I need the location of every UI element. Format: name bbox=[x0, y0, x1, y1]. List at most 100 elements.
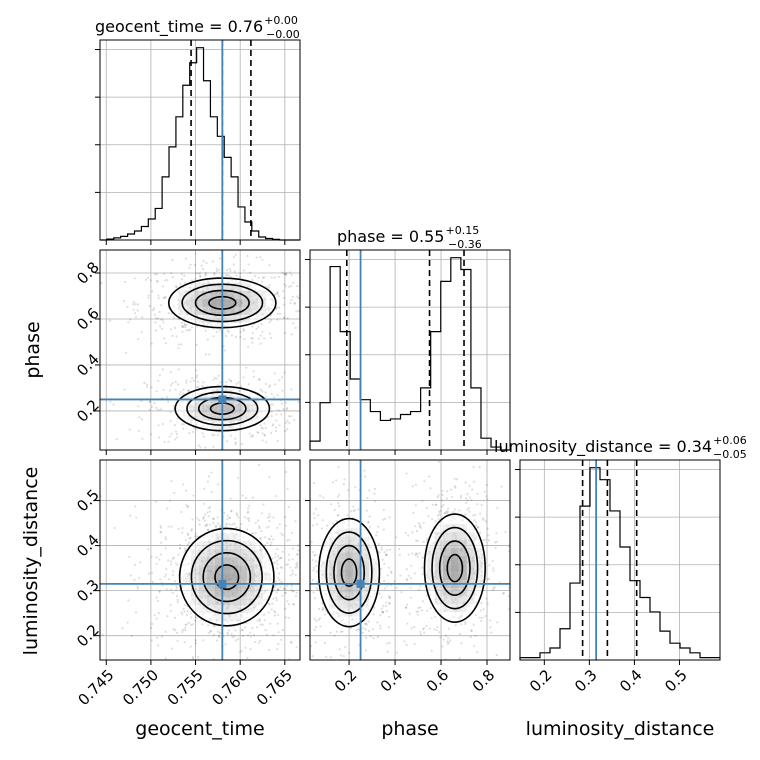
sample-point bbox=[488, 564, 491, 567]
sample-point bbox=[269, 544, 272, 547]
sample-point bbox=[283, 592, 286, 595]
sample-point bbox=[147, 276, 150, 279]
sample-point bbox=[263, 619, 266, 622]
sample-point bbox=[144, 278, 148, 281]
sample-point bbox=[261, 390, 264, 393]
sample-point bbox=[357, 628, 360, 631]
sample-point bbox=[164, 573, 168, 576]
sample-point bbox=[210, 491, 213, 494]
sample-point bbox=[268, 515, 272, 518]
sample-point bbox=[205, 524, 208, 527]
sample-point bbox=[385, 553, 388, 557]
sample-point bbox=[372, 637, 375, 640]
sample-point bbox=[261, 258, 264, 261]
sample-point bbox=[295, 564, 299, 567]
sample-point bbox=[164, 547, 167, 550]
sample-point bbox=[510, 477, 512, 479]
sample-point bbox=[440, 505, 444, 508]
sample-point bbox=[247, 517, 251, 520]
sample-point bbox=[452, 510, 455, 514]
sample-point bbox=[282, 408, 285, 411]
sample-point bbox=[202, 260, 205, 263]
sample-point bbox=[202, 516, 205, 519]
sample-point bbox=[386, 650, 389, 653]
sample-point bbox=[303, 574, 305, 576]
sample-point bbox=[297, 549, 300, 552]
sample-point bbox=[185, 623, 188, 626]
sample-point bbox=[138, 416, 141, 419]
sample-point bbox=[354, 486, 357, 489]
sample-point bbox=[173, 424, 176, 427]
sample-point bbox=[238, 651, 242, 654]
sample-point bbox=[376, 621, 379, 624]
sample-point bbox=[264, 426, 267, 430]
ylabel-phase: phase bbox=[22, 321, 44, 378]
sample-point bbox=[380, 607, 383, 610]
truth-marker bbox=[218, 395, 227, 404]
sample-point bbox=[271, 557, 274, 560]
sample-point bbox=[251, 627, 254, 630]
sample-point bbox=[493, 586, 496, 589]
sample-point bbox=[390, 571, 393, 574]
sample-point bbox=[192, 379, 195, 382]
sample-point bbox=[140, 400, 143, 403]
sample-point bbox=[212, 335, 215, 338]
sample-point bbox=[212, 669, 214, 671]
sample-point bbox=[167, 440, 170, 443]
sample-point bbox=[270, 392, 273, 396]
sample-point bbox=[174, 616, 177, 620]
sample-point bbox=[285, 272, 288, 275]
sample-point bbox=[494, 541, 497, 544]
sample-point bbox=[404, 606, 408, 609]
sample-point bbox=[421, 499, 424, 502]
xlabel-geocent_time: geocent_time bbox=[135, 718, 264, 740]
sample-point bbox=[430, 617, 433, 620]
sample-point bbox=[234, 629, 237, 632]
sample-point bbox=[422, 540, 425, 544]
sample-point bbox=[141, 316, 144, 319]
sample-point bbox=[380, 596, 383, 599]
panel-frame bbox=[99, 39, 301, 241]
hist-bar-luminosity_distance bbox=[519, 467, 720, 660]
sample-point bbox=[234, 253, 237, 256]
xtick-label-geocent_time: 0.765 bbox=[253, 666, 296, 709]
sample-point bbox=[313, 597, 316, 600]
sample-point bbox=[447, 636, 450, 640]
sample-point bbox=[378, 592, 381, 595]
sample-point bbox=[284, 591, 288, 594]
sample-point bbox=[507, 595, 510, 598]
sample-point bbox=[284, 273, 287, 277]
sample-point bbox=[234, 335, 237, 338]
sample-point bbox=[442, 638, 445, 641]
sample-point bbox=[251, 435, 254, 438]
sample-point bbox=[171, 382, 174, 385]
sample-point bbox=[387, 595, 391, 598]
sample-point bbox=[212, 522, 215, 525]
sample-point bbox=[322, 335, 324, 337]
sample-point bbox=[285, 421, 288, 424]
sample-point bbox=[163, 440, 166, 443]
sample-point bbox=[240, 443, 243, 446]
sample-point bbox=[385, 601, 388, 604]
sample-point bbox=[181, 330, 184, 333]
sample-point bbox=[161, 584, 164, 587]
sample-point bbox=[268, 284, 271, 287]
sample-point bbox=[464, 622, 467, 626]
sample-point bbox=[156, 280, 159, 283]
sample-point bbox=[382, 611, 385, 614]
sample-point bbox=[380, 548, 383, 551]
sample-point bbox=[409, 596, 412, 599]
sample-point bbox=[385, 604, 388, 608]
sample-point bbox=[182, 325, 185, 329]
sample-point bbox=[425, 506, 428, 510]
sample-point bbox=[367, 620, 370, 623]
sample-point bbox=[281, 594, 284, 597]
sample-point bbox=[296, 553, 299, 556]
sample-point bbox=[302, 394, 304, 396]
sample-point bbox=[177, 383, 180, 386]
sample-point bbox=[482, 608, 485, 611]
sample-point bbox=[225, 668, 227, 670]
sample-point bbox=[275, 494, 278, 498]
sample-point bbox=[323, 289, 325, 291]
sample-point bbox=[295, 591, 298, 594]
